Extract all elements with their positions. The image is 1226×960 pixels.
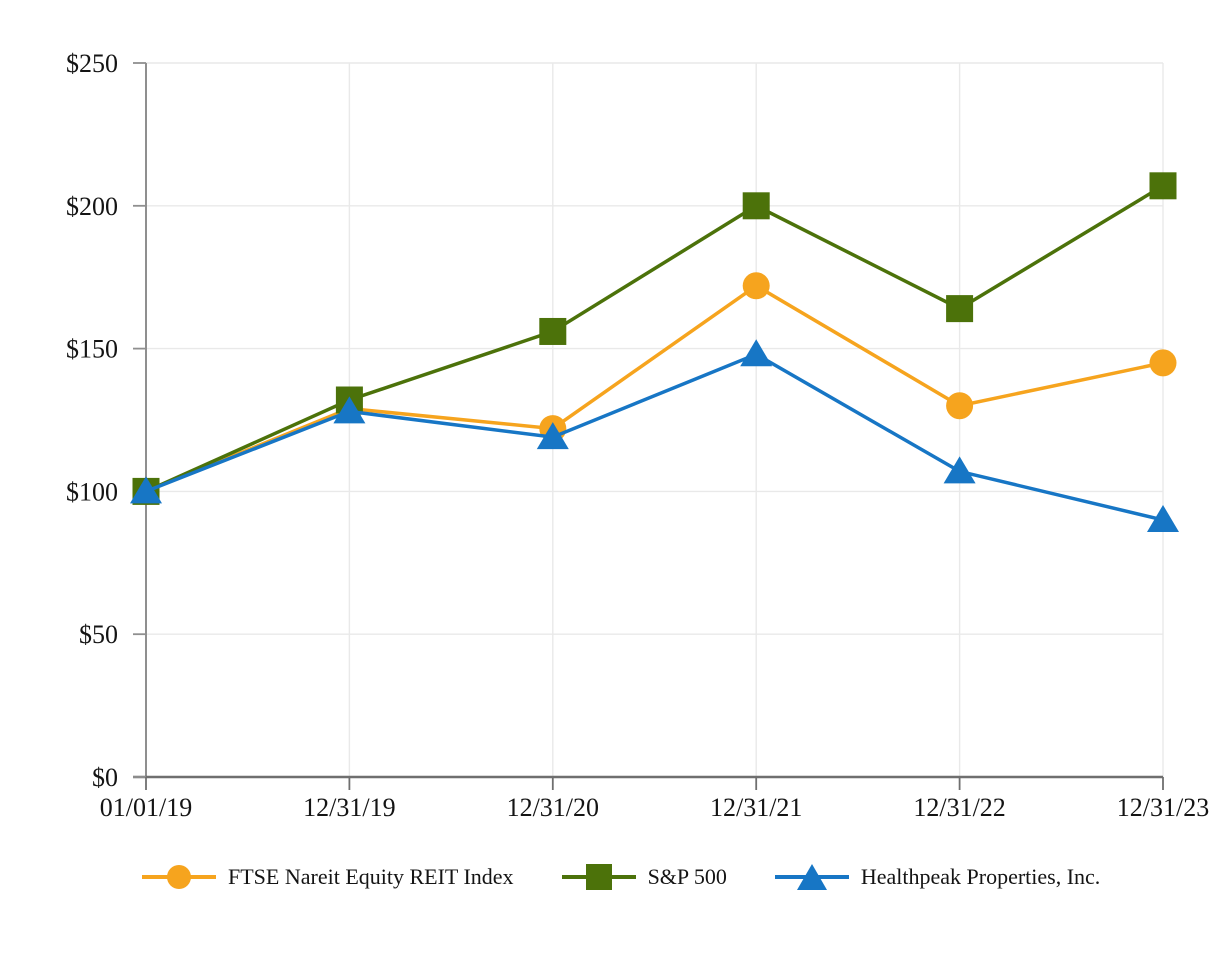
legend-item-ftse-nareit: FTSE Nareit Equity REIT Index bbox=[142, 862, 514, 892]
total-return-line-chart: $0 $50 $100 $150 $200 $250 01/01/19 12/31/19 12/… bbox=[66, 49, 1209, 822]
x-axis-label: 12/31/20 bbox=[507, 793, 599, 822]
data-point-triangle bbox=[333, 396, 366, 424]
series-line-circle bbox=[145, 283, 1164, 494]
data-point-triangle bbox=[943, 456, 976, 484]
data-point-square bbox=[742, 192, 770, 220]
triangle-marker-icon bbox=[774, 862, 849, 892]
y-axis-label: $250 bbox=[66, 49, 118, 78]
circle-marker-icon bbox=[142, 862, 216, 892]
data-point-circle bbox=[1149, 349, 1177, 377]
y-axis-label: $50 bbox=[79, 620, 118, 649]
x-axis-label: 12/31/22 bbox=[913, 793, 1005, 822]
legend-label-sp500: S&P 500 bbox=[647, 864, 727, 889]
legend-item-healthpeak: Healthpeak Properties, Inc. bbox=[774, 862, 1101, 892]
data-point-triangle bbox=[1147, 504, 1179, 532]
x-axis-label: 12/31/23 bbox=[1117, 793, 1209, 822]
data-point-circle bbox=[742, 272, 770, 300]
data-point-triangle bbox=[536, 422, 569, 450]
y-axis-label: $100 bbox=[66, 477, 118, 506]
data-point-triangle bbox=[740, 339, 773, 367]
y-axis-label: $150 bbox=[66, 335, 118, 364]
legend-item-sp500: S&P 500 bbox=[561, 862, 727, 892]
data-point-square bbox=[946, 295, 974, 323]
data-point-square bbox=[539, 317, 567, 345]
square-marker-icon bbox=[561, 862, 636, 892]
data-point-triangle bbox=[130, 476, 162, 504]
legend-label-healthpeak: Healthpeak Properties, Inc. bbox=[860, 864, 1101, 889]
y-axis-label: $200 bbox=[66, 192, 118, 221]
legend-label-ftse-nareit: FTSE Nareit Equity REIT Index bbox=[228, 864, 514, 889]
chart-legend: FTSE Nareit Equity REIT Index S&P 500 He… bbox=[0, 862, 1226, 892]
x-axis-label: 12/31/21 bbox=[710, 793, 802, 822]
x-axis-label: 01/01/19 bbox=[100, 793, 192, 822]
x-axis-label: 12/31/19 bbox=[303, 793, 395, 822]
data-point-circle bbox=[946, 392, 974, 420]
series-line-square bbox=[145, 184, 1164, 493]
y-axis-label: $0 bbox=[92, 763, 118, 792]
data-point-square bbox=[1149, 172, 1177, 200]
series-line-triangle bbox=[145, 352, 1164, 522]
